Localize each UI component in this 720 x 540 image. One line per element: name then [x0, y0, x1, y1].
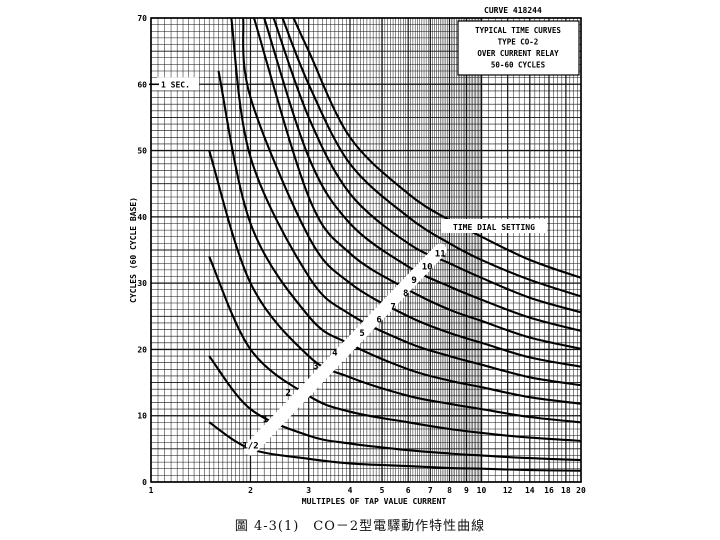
curve-line-1-2: [208, 421, 582, 472]
x-tick-label: 14: [525, 486, 535, 495]
dial-label-9: 9: [411, 276, 416, 286]
dial-label-3: 3: [313, 362, 318, 372]
one-sec-label: 1 SEC.: [161, 80, 190, 89]
curve-line-2: [208, 256, 582, 442]
dial-setting-box: [441, 219, 547, 233]
curve-line-8: [263, 17, 582, 332]
chart-annotations: CURVE 418244 TYPICAL TIME CURVES TYPE CO-2…: [149, 6, 580, 233]
curve-line-5: [230, 17, 582, 387]
dial-label-5: 5: [359, 329, 364, 339]
x-axis-label: MULTIPLES OF TAP VALUE CURRENT: [302, 497, 447, 506]
title-box: [457, 20, 580, 76]
dial-label-1-2: 1/2: [242, 442, 258, 452]
x-tick-label: 18: [561, 486, 571, 495]
curve-line-3: [208, 150, 582, 424]
y-tick-label: 0: [142, 478, 147, 487]
x-tick-label: 3: [306, 486, 311, 495]
y-tick-label: 70: [137, 14, 147, 23]
dial-band: [243, 243, 447, 456]
dial-label-4: 4: [332, 349, 338, 359]
dial-label-6: 6: [376, 316, 381, 326]
x-tick-label: 6: [406, 486, 411, 495]
dial-label-11: 11: [435, 249, 446, 259]
y-tick-label: 10: [137, 412, 147, 421]
dial-label-10: 10: [422, 263, 433, 273]
x-tick-label: 5: [380, 486, 385, 495]
x-tick-label: 1: [149, 486, 154, 495]
title-line: TYPICAL TIME CURVES: [475, 26, 561, 35]
curve-line-4: [217, 70, 582, 405]
dial-label-2: 2: [285, 389, 290, 399]
y-tick-label: 20: [137, 345, 147, 354]
x-tick-label: 16: [544, 486, 554, 495]
y-tick-label: 50: [137, 147, 147, 156]
x-tick-label: 12: [503, 486, 513, 495]
curve-line-10: [281, 17, 582, 298]
y-tick-label: 40: [137, 213, 147, 222]
dial-label-7: 7: [390, 302, 395, 312]
x-tick-label: 2: [248, 486, 253, 495]
x-tick-label: 4: [348, 486, 353, 495]
plot-frame: [150, 17, 582, 483]
x-tick-label: 20: [576, 486, 586, 495]
dial-setting-label: TIME DIAL SETTING: [453, 223, 535, 232]
curve-line-9: [272, 17, 582, 314]
one-sec-box: [157, 77, 199, 91]
y-tick-label: 30: [137, 279, 147, 288]
curve-id: CURVE 418244: [484, 6, 542, 15]
title-line: OVER CURRENT RELAY: [477, 49, 559, 58]
figure-caption: 圖 4-3(1) CO－2型電驛動作特性曲線: [234, 519, 486, 534]
title-line: TYPE CO-2: [498, 38, 539, 47]
x-tick-label: 10: [477, 486, 487, 495]
title-line: 50-60 CYCLES: [491, 61, 546, 70]
y-axis-label: CYCLES (60 CYCLE BASE): [129, 197, 138, 303]
curve-line-11: [292, 17, 582, 279]
x-tick-label: 8: [447, 486, 452, 495]
dial-label-1: 1: [263, 415, 268, 425]
x-tick-label: 9: [464, 486, 469, 495]
y-tick-label: 60: [137, 80, 147, 89]
dial-label-8: 8: [403, 289, 408, 299]
curve-line-1: [208, 355, 582, 462]
x-tick-label: 7: [428, 486, 433, 495]
